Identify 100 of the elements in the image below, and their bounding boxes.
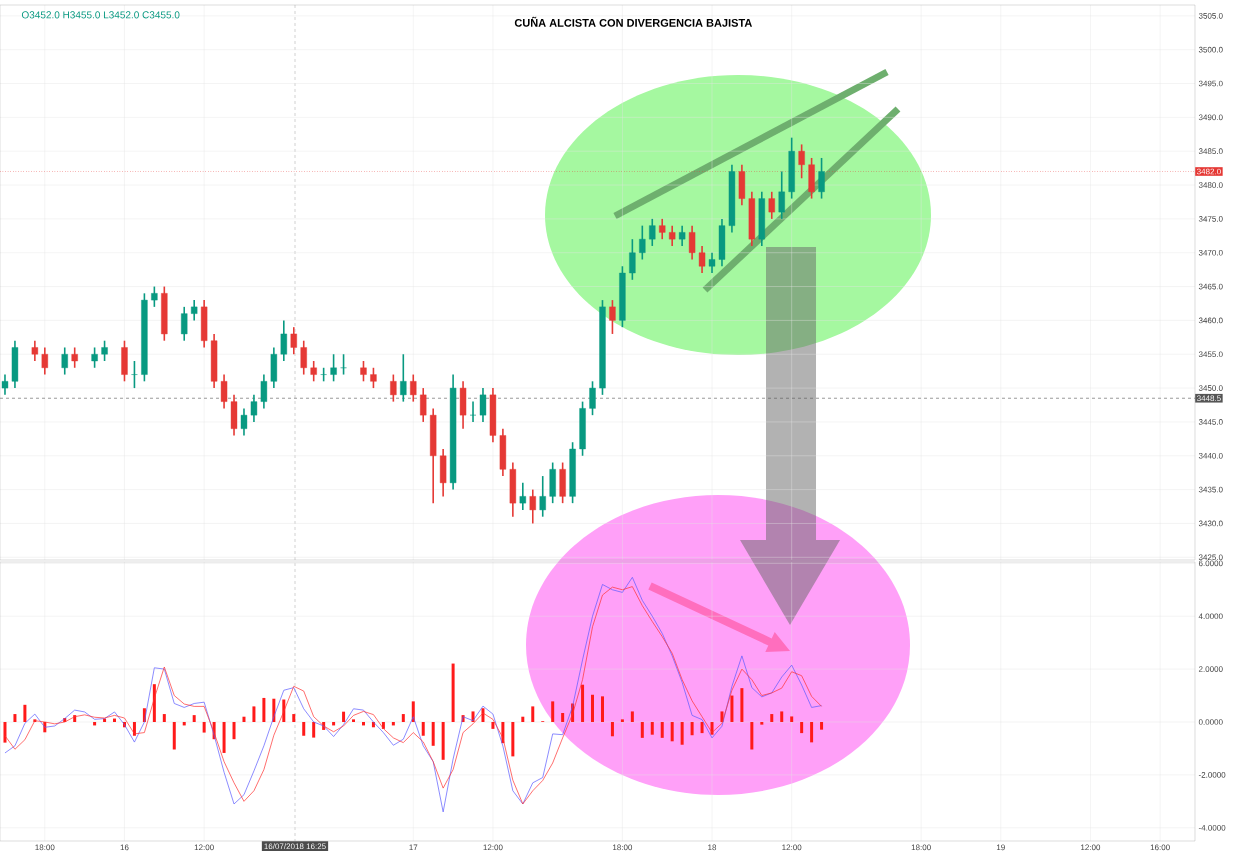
candlestick (1, 373, 9, 396)
bar (660, 721, 664, 738)
x-tick-label: 18 (708, 844, 717, 851)
bar (172, 721, 176, 750)
candlestick (818, 157, 825, 200)
candlestick (589, 380, 596, 416)
bar (730, 695, 734, 722)
y-tick-label: 3425.0 (1198, 554, 1223, 561)
bar (13, 714, 17, 722)
candlestick (260, 373, 268, 410)
candlestick (41, 346, 48, 376)
bar (511, 721, 515, 757)
y-tick-label: 3480.0 (1198, 182, 1223, 188)
x-tick-label: 12:00 (782, 844, 802, 851)
x-tick-label: 18:00 (35, 844, 55, 851)
candlestick (629, 238, 636, 281)
bar (650, 721, 654, 735)
candlestick (519, 482, 526, 511)
bar (312, 721, 316, 738)
bar (610, 721, 614, 737)
bar (232, 721, 236, 740)
bar (690, 721, 694, 736)
x-tick-label: 18:00 (911, 844, 931, 851)
text: 16/07/2018 16:25 (264, 843, 326, 850)
x-tick-label: 12:00 (1081, 844, 1101, 851)
x-tick-label: 16:00 (1150, 844, 1170, 851)
ref-line-label: 3448.5 (1196, 395, 1221, 402)
bar (750, 721, 754, 750)
candlestick (360, 360, 367, 383)
bar (352, 719, 356, 722)
bar (441, 721, 445, 760)
bar (591, 694, 595, 722)
candlestick (131, 360, 138, 389)
y-tick-label: 4.0000 (1198, 613, 1223, 620)
bar (302, 721, 306, 736)
candlestick (370, 366, 377, 389)
x-tick-label: 12:00 (194, 844, 214, 851)
y-tick-label: 3455.0 (1198, 351, 1223, 358)
bar (531, 706, 535, 722)
y-tick-label: 3445.0 (1198, 419, 1223, 425)
bar (361, 721, 365, 726)
y-tick-label: 3495.0 (1198, 80, 1223, 87)
y-tick-label: -4.0000 (1198, 824, 1226, 831)
candlestick (768, 191, 775, 220)
candlestick (61, 346, 68, 376)
y-tick-label: 3440.0 (1198, 452, 1223, 459)
bar (93, 721, 97, 726)
bar (810, 721, 814, 743)
bar (600, 696, 604, 722)
candlestick (280, 319, 287, 362)
bar (252, 706, 256, 722)
bar (670, 721, 674, 742)
candlestick (240, 407, 248, 437)
candlestick (250, 394, 258, 423)
bar (680, 721, 684, 745)
candlestick (659, 218, 666, 240)
y-tick-label: 3435.0 (1198, 486, 1223, 493)
bar (620, 719, 624, 722)
candlestick (220, 373, 228, 410)
candlestick (310, 360, 317, 383)
candlestick (330, 353, 337, 383)
bar (820, 721, 824, 730)
bar (491, 721, 495, 729)
y-tick-label: -2.0000 (1198, 772, 1226, 778)
candlestick (539, 475, 546, 518)
bar (790, 716, 794, 722)
bar (3, 721, 7, 743)
bar (262, 697, 266, 722)
candlestick (300, 339, 307, 376)
candlestick (698, 245, 706, 274)
bar (421, 721, 425, 736)
bar (113, 718, 117, 722)
bar (391, 721, 395, 726)
y-tick-label: 6.0000 (1198, 560, 1223, 567)
candlestick (71, 346, 78, 369)
candlestick (688, 224, 696, 261)
bar (23, 704, 27, 722)
candlestick (400, 353, 407, 403)
candlestick (529, 488, 536, 525)
x-tick-label: 19 (996, 844, 1005, 851)
ref-line-label: 3482.0 (1196, 168, 1221, 175)
x-tick-label: 17 (409, 844, 418, 851)
candlestick (181, 306, 188, 342)
candlestick (410, 373, 417, 403)
x-tick-label: 18:00 (613, 844, 633, 851)
candlestick (151, 285, 158, 308)
y-tick-label: 0.0000 (1198, 719, 1223, 725)
candlestick (340, 353, 347, 376)
bar (521, 716, 525, 722)
bar (581, 684, 585, 722)
candlestick (778, 170, 785, 220)
y-tick-label: 3460.0 (1198, 317, 1223, 324)
bar (630, 711, 634, 722)
candlestick (479, 387, 487, 423)
bar (760, 721, 764, 725)
candlestick (420, 387, 427, 423)
bar (800, 721, 804, 734)
y-tick-label: 3465.0 (1198, 283, 1223, 290)
bar (720, 711, 724, 722)
bar (192, 715, 196, 722)
